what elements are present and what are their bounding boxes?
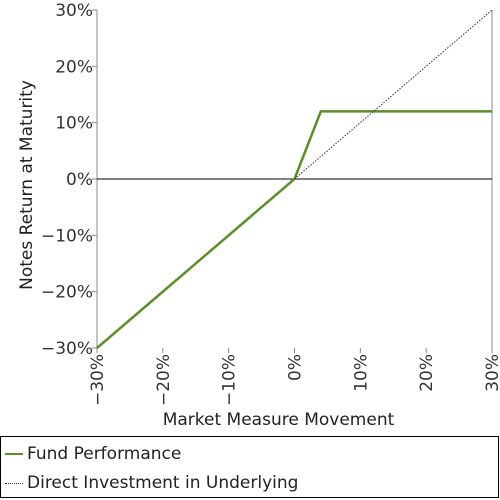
y-tick-label: 20% (55, 57, 93, 77)
series-direct-investment-line (294, 9, 493, 180)
y-tick-label: −30% (41, 339, 93, 359)
legend-item-direct-investment: Direct Investment in Underlying (5, 471, 298, 495)
x-axis-title: Market Measure Movement (163, 410, 395, 430)
legend-label: Direct Investment in Underlying (27, 473, 299, 493)
legend-label: Fund Performance (27, 444, 182, 464)
x-tick-label: −10% (220, 354, 240, 406)
x-tick-label: 20% (417, 354, 437, 392)
x-axis-ticks: −30% −20% −10% 0% 10% 20% 30% (88, 348, 500, 406)
y-tick-label: 0% (66, 170, 93, 190)
x-tick-label: 10% (351, 354, 371, 392)
legend-item-fund-performance: Fund Performance (5, 442, 181, 466)
y-axis-ticks: 30% 20% 10% 0% −10% −20% −30% (41, 1, 97, 359)
x-tick-label: 0% (286, 354, 306, 381)
y-tick-label: −20% (41, 283, 93, 303)
legend: Fund Performance Direct Investment in Un… (0, 436, 499, 498)
legend-swatch-solid (5, 453, 23, 455)
x-tick-label: −20% (154, 354, 174, 406)
y-axis-title: Notes Return at Maturity (17, 80, 37, 290)
legend-swatch-dotted (5, 482, 23, 484)
series-fund-performance-line (96, 110, 492, 349)
y-tick-label: 10% (55, 114, 93, 134)
y-tick-label: 30% (55, 1, 93, 21)
line-chart: −30% −20% −10% 0% 10% 20% 30% 30%20%10%0%−10%−… (17, 1, 500, 430)
x-tick-label: −30% (88, 354, 108, 406)
y-tick-label: −10% (41, 226, 93, 246)
x-tick-label: 30% (483, 354, 500, 392)
series-group (96, 9, 493, 349)
